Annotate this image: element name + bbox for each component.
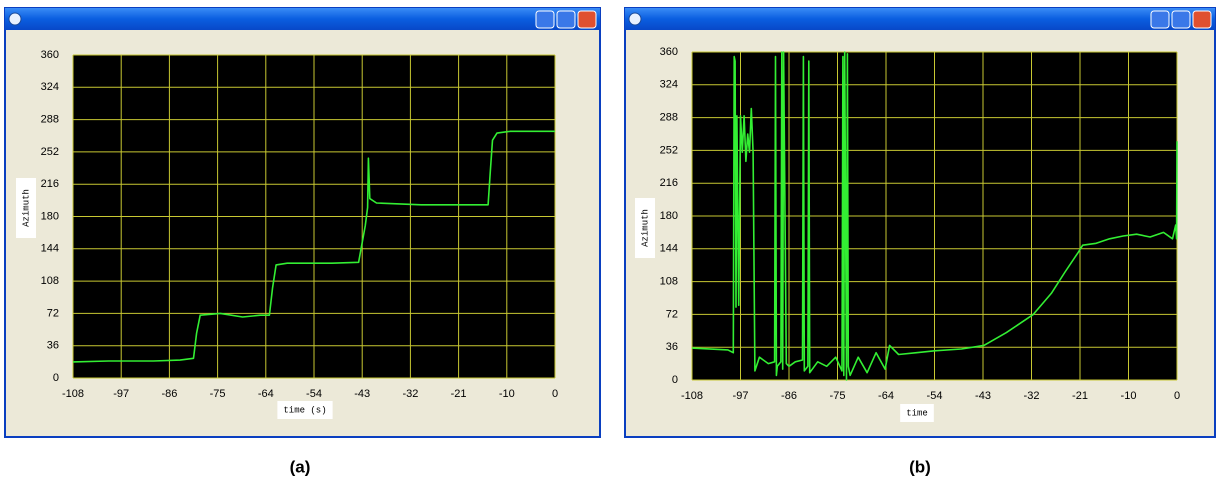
y-tick-label: 252 [41,146,59,158]
y-tick-label: 252 [660,144,678,156]
y-tick-label: 324 [41,81,59,93]
y-label-box [16,178,36,238]
y-tick-label: 36 [666,341,678,353]
x-axis-label: time [906,408,928,418]
data-line [691,51,1178,381]
y-tick-label: 0 [672,374,678,386]
minimize-button[interactable] [535,10,555,29]
data-line [72,130,555,363]
x-tick-label: -43 [354,388,370,400]
x-tick-label: -97 [113,388,129,400]
y-tick-label: 144 [660,243,678,255]
x-tick-label: 0 [1174,390,1180,402]
y-tick-label: 288 [41,114,59,126]
y-tick-label: 108 [41,275,59,287]
x-tick-label: -97 [733,390,749,402]
x-tick-label: -108 [62,388,84,400]
maximize-button[interactable] [556,10,576,29]
x-tick-label: -54 [306,388,322,400]
x-tick-label: -32 [1024,390,1040,402]
window-icon [628,12,642,26]
x-tick-label: 0 [552,388,558,400]
y-tick-label: 0 [53,372,59,384]
x-tick-label: -64 [258,388,274,400]
x-tick-label: -21 [451,388,467,400]
y-tick-label: 288 [660,112,678,124]
x-tick-label: -54 [927,390,943,402]
x-label-box [900,404,934,422]
x-tick-label: -43 [975,390,991,402]
maximize-button[interactable] [1171,10,1191,29]
minimize-button[interactable] [1150,10,1170,29]
x-tick-label: -64 [878,390,894,402]
title-bar [5,8,600,30]
y-tick-label: 72 [666,308,678,320]
x-tick-label: -75 [830,390,846,402]
x-axis-label: time (s) [283,405,326,415]
y-tick-label: 36 [47,340,59,352]
y-tick-label: 180 [41,210,59,222]
y-label-box [635,198,655,258]
x-tick-label: -32 [402,388,418,400]
y-tick-label: 324 [660,79,678,91]
y-tick-label: 72 [47,307,59,319]
y-tick-label: 144 [41,243,59,255]
y-tick-label: 180 [660,210,678,222]
x-tick-label: -108 [681,390,703,402]
x-tick-label: -86 [161,388,177,400]
caption: (b) [909,457,931,476]
y-tick-label: 216 [41,178,59,190]
x-tick-label: -10 [1121,390,1137,402]
y-tick-label: 108 [660,276,678,288]
x-tick-label: -21 [1072,390,1088,402]
y-tick-label: 360 [660,46,678,58]
y-axis-label: Azimuth [640,209,650,247]
y-tick-label: 216 [660,177,678,189]
window-icon [8,12,22,26]
close-button[interactable] [577,10,597,29]
x-tick-label: -10 [499,388,515,400]
x-tick-label: -86 [781,390,797,402]
close-button[interactable] [1192,10,1212,29]
caption: (a) [290,457,311,476]
y-tick-label: 360 [41,49,59,61]
title-bar [625,8,1215,30]
y-axis-label: Azimuth [21,189,31,227]
x-tick-label: -75 [210,388,226,400]
x-label-box [277,401,333,419]
